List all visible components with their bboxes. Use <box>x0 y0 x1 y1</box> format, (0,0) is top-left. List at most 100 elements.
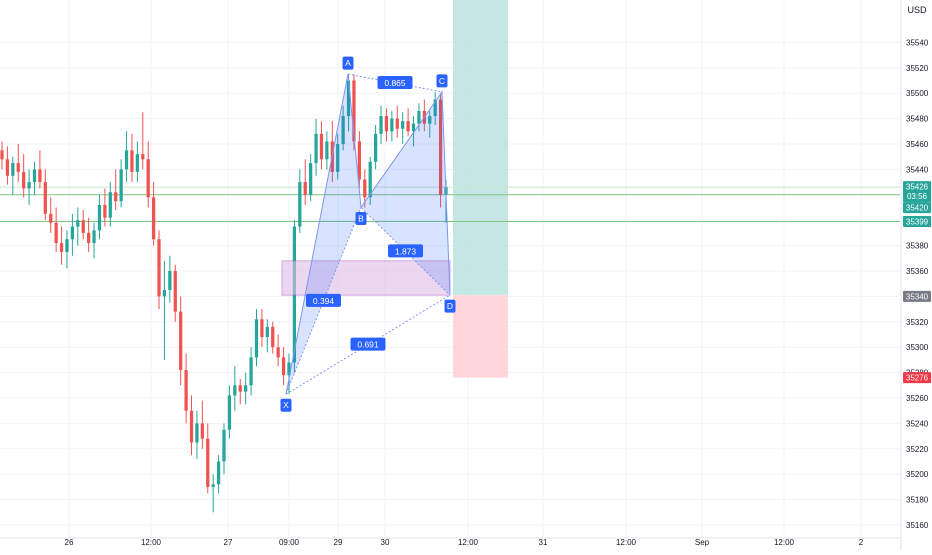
time-tick-label: 27 <box>224 538 233 547</box>
candle <box>189 395 194 456</box>
candle-body <box>70 226 75 240</box>
candle <box>11 156 15 195</box>
loss-zone[interactable] <box>453 295 508 378</box>
prz-zone[interactable] <box>281 260 451 296</box>
candle <box>222 423 226 475</box>
price-tick-label: 35240 <box>906 419 929 428</box>
point-badge <box>355 212 367 225</box>
candle <box>265 319 269 353</box>
candle <box>206 423 210 494</box>
candle <box>5 146 10 185</box>
candle <box>200 400 204 449</box>
time-tick-label: Sep <box>695 538 710 547</box>
price-tick-label: 35440 <box>906 165 929 174</box>
candle-body <box>43 182 47 214</box>
time-tick-label: 26 <box>65 538 74 547</box>
candle <box>130 133 134 183</box>
pattern-triangle-xab <box>286 74 361 395</box>
stop-price-badge[interactable]: 35276 <box>903 372 931 384</box>
candle-body <box>428 116 432 124</box>
candle-body <box>298 182 302 227</box>
candle <box>406 108 410 137</box>
candle-body <box>314 133 318 164</box>
candle <box>92 222 96 259</box>
point-label: A <box>345 58 351 68</box>
ratio-label: 0.691 <box>357 340 379 350</box>
candle <box>135 141 139 183</box>
candle <box>65 230 69 269</box>
candle-body <box>303 182 307 195</box>
candle <box>384 108 389 142</box>
candle <box>341 105 345 151</box>
candle <box>16 144 20 183</box>
ratio-badge <box>350 337 386 351</box>
candle-body <box>346 80 351 117</box>
price-tick-label: 35460 <box>906 140 929 149</box>
candle <box>195 410 199 459</box>
candle <box>390 110 394 142</box>
candle-body <box>146 159 150 198</box>
candle <box>81 210 85 240</box>
candle <box>233 366 237 411</box>
xabcd-pattern[interactable]: 0.865 1.873 0.394 0.691 X A B C D <box>280 56 456 412</box>
time-tick-label: 2 <box>859 538 864 547</box>
candle <box>49 197 53 233</box>
candle-body <box>325 141 329 160</box>
candle-body <box>309 163 313 195</box>
candle <box>260 309 264 348</box>
candle-body <box>401 121 405 129</box>
candle <box>281 347 286 386</box>
candle-body <box>103 204 107 218</box>
price-tick-label: 35520 <box>906 64 929 73</box>
price-tick-label: 35380 <box>906 242 929 251</box>
candle <box>54 207 58 252</box>
candle-body <box>379 116 383 134</box>
candle <box>124 131 129 183</box>
candle <box>287 353 291 395</box>
candle-body <box>5 159 10 176</box>
candle <box>238 378 242 405</box>
long-position-tool[interactable] <box>453 0 508 378</box>
candle-body <box>211 484 215 487</box>
candle-body <box>438 99 443 195</box>
candle-body <box>363 179 367 198</box>
candle-body <box>162 290 167 297</box>
candle-body <box>276 347 280 358</box>
entry-price-badge[interactable]: 35340 <box>903 290 931 302</box>
price-badge-35420[interactable]: 35420 <box>903 202 931 214</box>
candle <box>314 118 318 176</box>
candle-body <box>11 163 15 176</box>
candle-body <box>395 118 399 129</box>
price-tick-label: 35360 <box>906 267 929 276</box>
time-tick-label: 29 <box>334 538 343 547</box>
candle <box>303 159 307 205</box>
point-label: D <box>447 301 453 311</box>
ratio-badge <box>388 244 423 258</box>
candle-body <box>65 239 69 252</box>
candle-body <box>92 230 96 244</box>
candle-body <box>206 438 210 487</box>
candle <box>184 353 188 424</box>
price-tick-label: 35540 <box>906 38 929 47</box>
candle-body <box>254 319 259 358</box>
price-axis[interactable]: USD 351603518035200352203524035260352803… <box>900 0 931 550</box>
profit-zone[interactable] <box>453 0 508 296</box>
candle <box>151 182 156 246</box>
price-badge-35399[interactable]: 35399 <box>903 215 931 227</box>
candle-body <box>184 370 188 411</box>
pattern-ratio-line <box>360 207 451 296</box>
candle <box>157 230 161 310</box>
ratio-badge <box>377 76 413 90</box>
currency-label: USD <box>907 5 927 15</box>
candle-body <box>108 192 112 218</box>
time-axis[interactable]: 26 12:00 27 09:00 29 30 12:00 31 12:00 Sep 12:00 2 <box>0 537 901 547</box>
candle <box>38 150 42 189</box>
candle-body <box>87 232 91 244</box>
candle-body <box>141 154 145 160</box>
candle-body <box>59 243 64 252</box>
price-badge <box>903 290 931 302</box>
ratio-label: 0.865 <box>384 78 406 88</box>
candle-body <box>233 385 237 396</box>
candle-body <box>222 429 226 462</box>
